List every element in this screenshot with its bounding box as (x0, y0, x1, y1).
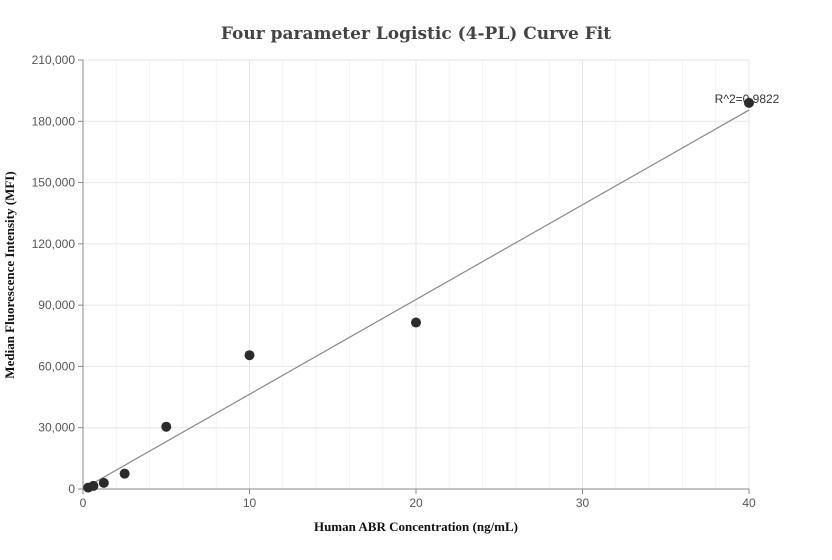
data-point (411, 317, 421, 328)
x-tick-label: 40 (742, 496, 756, 510)
data-point (88, 480, 99, 491)
x-axis-title: Human ABR Concentration (ng/mL) (314, 519, 518, 534)
chart-title: Four parameter Logistic (4-PL) Curve Fit (221, 24, 611, 44)
data-point (244, 350, 255, 361)
x-tick-label: 20 (409, 496, 423, 510)
fit-line (82, 109, 750, 490)
x-axis-ticks: 0 10 20 30 40 (80, 489, 756, 510)
data-point (119, 468, 130, 479)
data-point (744, 97, 754, 108)
x-tick-label: 10 (243, 496, 257, 510)
x-tick-label: 30 (576, 496, 590, 510)
y-tick-label: 180,000 (32, 114, 76, 128)
data-point (98, 477, 109, 488)
y-tick-label: 30,000 (38, 421, 75, 435)
y-tick-label: 0 (68, 482, 75, 496)
y-tick-label: 120,000 (32, 237, 76, 251)
y-tick-label: 90,000 (38, 298, 75, 312)
grid (83, 59, 750, 489)
data-points (83, 97, 754, 493)
y-axis-ticks: 0 30,000 60,000 90,000 120,000 150,000 180,000… (32, 53, 83, 496)
y-axis-title: Median Fluorescence Intensity (MFI) (2, 171, 17, 378)
x-tick-label: 0 (80, 496, 87, 510)
y-tick-label: 210,000 (32, 53, 76, 67)
r-squared-annotation: R^2=0.9822 (715, 92, 780, 106)
data-point (161, 421, 172, 432)
y-tick-label: 60,000 (38, 359, 75, 373)
y-tick-label: 150,000 (32, 176, 76, 190)
